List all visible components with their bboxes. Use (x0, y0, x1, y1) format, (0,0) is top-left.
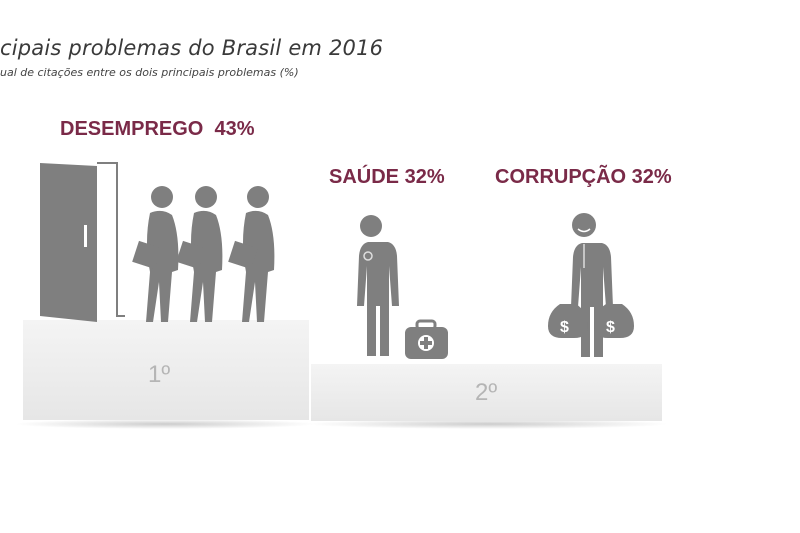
medical-kit-icon (405, 319, 448, 359)
doctor-icon (354, 215, 399, 356)
chart-title: cipais problemas do Brasil em 2016 (0, 36, 384, 60)
person-icon (228, 186, 275, 322)
label-desemprego: DESEMPREGO 43% (60, 118, 255, 140)
podium-first (23, 320, 309, 420)
podium-second (311, 364, 662, 421)
podium-rank-first: 1º (148, 361, 170, 388)
podium-shadow (15, 419, 315, 429)
door-icon (40, 162, 125, 322)
podium-shadow (308, 419, 668, 429)
label-saude: SAÚDE 32% (329, 164, 445, 188)
person-icon (176, 186, 223, 322)
podium-rank-second: 2º (475, 379, 497, 406)
job-seekers-icon (132, 186, 275, 322)
svg-text:$: $ (606, 319, 615, 336)
chart-subtitle: ual de citações entre os dois principais… (0, 66, 299, 79)
svg-text:$: $ (560, 319, 569, 336)
money-bag-icon: $ (594, 304, 634, 338)
label-corrupcao: CORRUPÇÃO 32% (495, 165, 672, 188)
person-icon (132, 186, 179, 322)
money-bag-icon: $ (548, 304, 588, 338)
